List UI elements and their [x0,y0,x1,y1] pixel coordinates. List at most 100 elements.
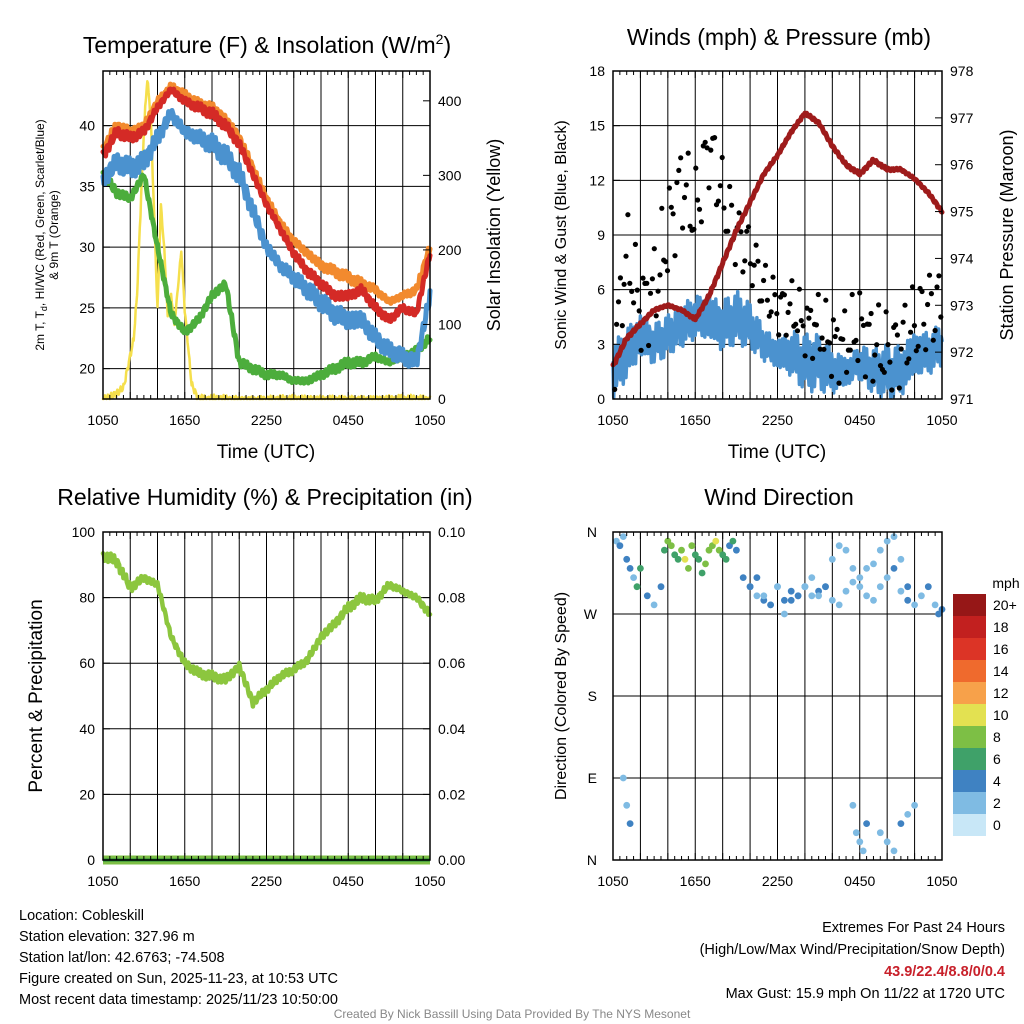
gust-point [621,281,627,287]
direction-point [801,583,809,591]
direction-point [729,537,737,545]
gust-point [698,219,705,225]
direction-point [849,578,857,586]
winds-title: Winds (mph) & Pressure (mb) [627,24,931,50]
gust-point [896,385,902,391]
gust-point [623,253,629,259]
gust-point [834,326,840,332]
colorbar-cell [953,638,986,660]
direction-point [835,601,843,609]
direction-point [870,560,877,568]
direction-point [746,583,754,591]
series-line-station-pressure-maroon- [610,110,945,368]
direction-point [650,601,658,609]
gust-point [655,288,661,294]
gust-point [696,206,703,212]
insolation-ylabel: Solar Insolation (Yellow) [484,139,504,331]
y-tick-label: 12 [589,172,605,188]
gust-point [796,286,803,292]
direction-point [661,546,668,554]
gust-point [862,374,869,380]
gust-point [651,246,657,252]
gust-point [821,346,827,352]
x-tick-label: 2250 [251,873,282,889]
pressure-ylabel: Station Pressure (Maroon) [997,129,1017,340]
gust-point [925,301,931,308]
y-tick-label: 6 [597,282,605,298]
gust-point [842,308,848,314]
x-tick-label: 1050 [87,412,118,428]
y-tick-label: 25 [79,300,95,316]
gust-point [649,276,656,282]
direction-point [733,546,740,554]
colorbar-cell [953,616,986,638]
gust-point [853,337,859,343]
gust-point [638,347,644,353]
direction-point [890,565,898,572]
direction-point [722,555,730,563]
gust-point [828,373,835,379]
x-tick-label: 1050 [414,873,445,889]
colorbar-cell [953,814,986,836]
gust-point [680,225,686,231]
gust-point [678,155,684,161]
gust-point [719,154,725,161]
x-tick-label: 2250 [762,873,793,889]
direction-point [664,537,672,545]
direction-point [787,596,795,604]
gust-point [902,302,908,308]
x-tick-label: 1650 [680,412,711,428]
direction-point [911,601,918,609]
gust-point [913,348,919,354]
series-line-2m-t-red- [100,86,433,324]
gust-point [904,360,910,366]
direction-point [753,592,761,600]
gust-point [881,369,887,375]
temperature-panel: Temperature (F) & Insolation (W/m2) 1050… [33,31,504,463]
credit-text: Created By Nick Bassill Using Data Provi… [333,1007,691,1021]
gust-point [702,139,708,145]
direction-point [835,542,843,550]
gust-point [732,261,738,268]
x-tick-label: 1650 [169,412,200,428]
gust-point [644,280,650,286]
y2-tick-label: 0.10 [438,524,465,540]
gust-point [930,337,936,343]
y2-tick-label: 0 [438,391,446,407]
direction-point [637,565,644,572]
y-tick-label: 40 [79,118,95,134]
gust-point [615,299,622,305]
gust-point [889,387,895,393]
y2-tick-label: 100 [438,316,462,332]
gust-point [817,346,823,352]
gust-point [893,322,899,328]
gust-point [659,205,665,211]
gust-point [866,321,872,327]
direction-point [876,583,884,591]
x-tick-label: 2250 [762,412,793,428]
gust-point [774,311,780,317]
gust-point [783,332,789,338]
direction-point [774,583,781,591]
gust-point [706,185,712,191]
direction-point [626,820,634,827]
gust-point [766,313,772,319]
wind-direction-title: Wind Direction [704,484,854,510]
direction-point [781,596,788,604]
gust-point [761,277,767,284]
gust-point [859,316,865,322]
gust-point [770,274,776,280]
direction-point [883,838,891,846]
colorbar-label: 16 [993,641,1009,657]
gust-point [640,275,646,281]
x-tick-label: 1650 [680,873,711,889]
gust-point [727,183,733,190]
gust-point [840,336,846,342]
direction-point [876,546,884,554]
temperature-ylabel-line1: 2m T, Td, HI/WC (Red, Green, Scarlet/Blu… [33,119,49,350]
gust-point [627,280,633,286]
gust-point [663,259,669,265]
y2-tick-label: 300 [438,167,462,183]
y2-tick-label: 0.06 [438,655,465,671]
